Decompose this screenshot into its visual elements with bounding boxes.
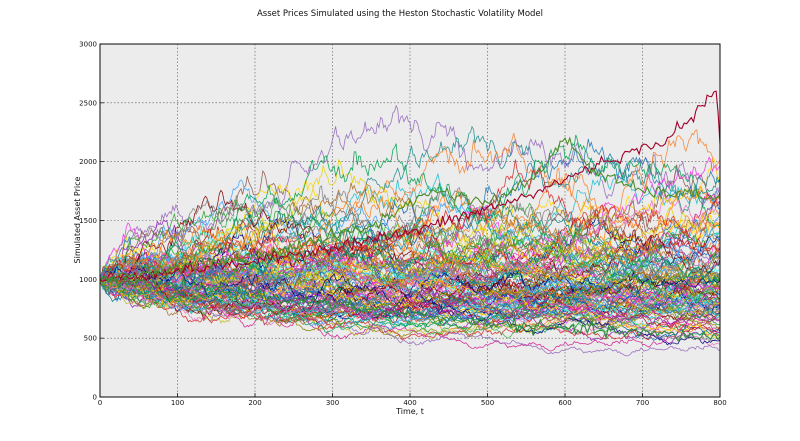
- x-axis-ticks: 0 100 200 300 400 500 600 700 800: [98, 393, 727, 407]
- series-path: [100, 258, 720, 329]
- series-path: [100, 206, 720, 300]
- series-lines: [100, 90, 720, 357]
- notable-series-path: [100, 90, 720, 283]
- series-path: [100, 264, 720, 357]
- x-tick-label: 200: [248, 399, 261, 407]
- series-path: [100, 229, 720, 322]
- series-path: [100, 199, 720, 280]
- series-path: [100, 226, 720, 311]
- y-tick-label: 0: [93, 394, 97, 402]
- y-tick-label: 1000: [79, 276, 97, 284]
- series-path: [100, 276, 720, 340]
- y-tick-label: 500: [84, 335, 97, 343]
- notable-series-path: [100, 274, 720, 342]
- series-path: [100, 218, 720, 315]
- series-path: [100, 245, 720, 315]
- series-path: [100, 240, 720, 319]
- series-path: [100, 187, 720, 282]
- series-path: [100, 279, 720, 342]
- series-path: [100, 259, 720, 339]
- chart-title: Asset Prices Simulated using the Heston …: [257, 9, 543, 19]
- x-tick-label: 600: [558, 399, 571, 407]
- x-axis-title: Time, t: [395, 407, 424, 416]
- series-path: [100, 250, 720, 331]
- x-tick-label: 800: [713, 399, 726, 407]
- x-tick-label: 500: [481, 399, 494, 407]
- y-tick-label: 2500: [79, 99, 97, 107]
- series-path: [100, 193, 720, 326]
- y-axis-title: Simulated Asset Price: [73, 176, 82, 263]
- series-path: [100, 274, 720, 341]
- notable-series-path: [100, 136, 720, 284]
- series-path: [100, 134, 720, 284]
- x-tick-label: 100: [171, 399, 184, 407]
- series-path: [100, 186, 720, 292]
- y-tick-label: 2000: [79, 158, 97, 166]
- series-path: [100, 237, 720, 309]
- series-path: [100, 234, 720, 317]
- series-path: [100, 220, 720, 309]
- x-tick-label: 700: [636, 399, 649, 407]
- plot-frame: [99, 43, 721, 398]
- x-tick-label: 400: [403, 399, 416, 407]
- y-tick-label: 3000: [79, 41, 97, 49]
- y-tick-label: 1500: [79, 217, 97, 225]
- series-path: [100, 235, 720, 330]
- series-path: [100, 167, 720, 293]
- x-tick-label: 300: [326, 399, 339, 407]
- series-path: [100, 189, 720, 305]
- x-tick-label: 0: [98, 399, 102, 407]
